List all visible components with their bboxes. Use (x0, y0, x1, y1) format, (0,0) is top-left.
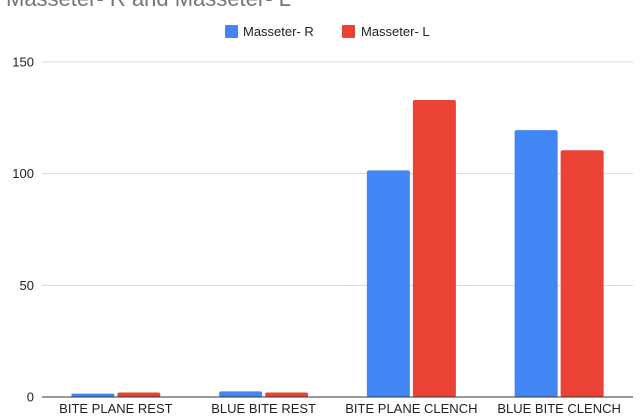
y-tick-label: 50 (20, 278, 34, 293)
legend: Masseter- R Masseter- L (225, 24, 430, 39)
legend-swatch-series-0 (225, 25, 238, 38)
y-tick-label: 0 (27, 390, 34, 405)
x-category-label: BLUE BITE REST (211, 401, 316, 416)
bar-series-1-cat-0 (117, 392, 161, 397)
bar-series-0-cat-2 (366, 170, 410, 397)
bar-series-0-cat-1 (219, 391, 263, 397)
legend-label-series-1: Masseter- L (361, 24, 430, 39)
legend-label-series-0: Masseter- R (243, 24, 314, 39)
y-axis-labels: 0 50 100 150 (12, 55, 34, 405)
y-tick-label: 150 (12, 55, 34, 70)
x-axis-labels: BITE PLANE REST BLUE BITE REST BITE PLANE … (59, 401, 621, 416)
y-tick-label: 100 (12, 166, 34, 181)
bar-series-0-cat-0 (71, 393, 115, 397)
bar-series-1-cat-2 (412, 99, 456, 397)
legend-swatch-series-1 (342, 25, 355, 38)
x-category-label: BITE PLANE REST (59, 401, 172, 416)
bar-series-1-cat-1 (265, 392, 309, 397)
x-category-label: BITE PLANE CLENCH (345, 401, 477, 416)
bar-series-0-cat-3 (514, 130, 558, 397)
bars (71, 99, 604, 397)
x-category-label: BLUE BITE CLENCH (497, 401, 621, 416)
chart-title: Masseter- R and Masseter- L (6, 0, 291, 11)
bar-series-1-cat-3 (560, 150, 604, 397)
